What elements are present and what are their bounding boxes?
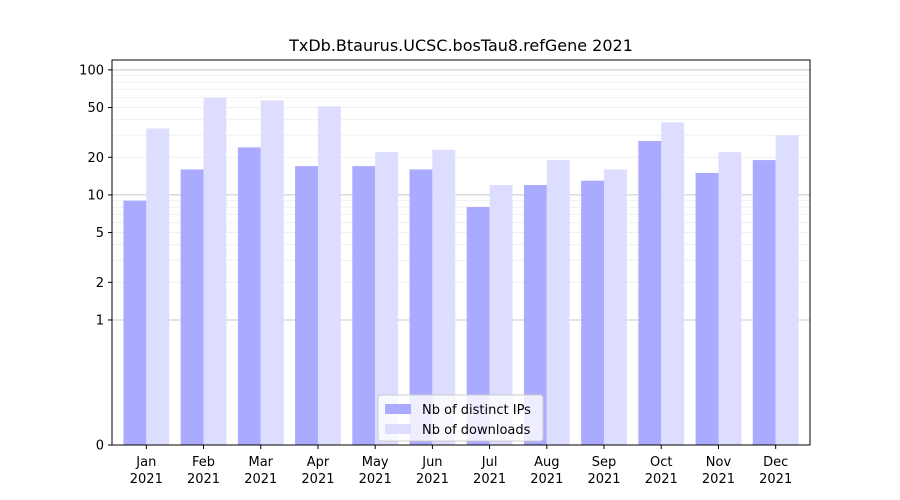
bar-downloads bbox=[317, 106, 341, 445]
x-tick-label-year: 2021 bbox=[301, 472, 334, 487]
bar-distinct-ips bbox=[581, 180, 605, 445]
legend-swatch bbox=[385, 404, 411, 414]
bar-downloads bbox=[718, 152, 742, 445]
bar-distinct-ips bbox=[295, 166, 318, 445]
y-tick-label: 20 bbox=[87, 151, 104, 166]
bars bbox=[123, 97, 799, 446]
y-tick-label: 50 bbox=[87, 101, 104, 116]
x-tick-label-month: Oct bbox=[650, 455, 672, 470]
y-axis: 0 1 2 5 10 20 50 100 bbox=[79, 63, 112, 454]
bar-distinct-ips bbox=[352, 166, 376, 445]
x-tick-label-month: May bbox=[362, 455, 389, 470]
x-tick-label-month: Jun bbox=[421, 455, 442, 470]
x-tick-label-month: Apr bbox=[307, 455, 330, 470]
bar-downloads bbox=[661, 122, 685, 445]
x-tick-label-month: Nov bbox=[706, 455, 732, 470]
bar-downloads bbox=[260, 100, 284, 445]
chart-title: TxDb.Btaurus.UCSC.bosTau8.refGene 2021 bbox=[288, 36, 633, 55]
x-tick-label-month: Jan bbox=[135, 455, 156, 470]
x-axis: Jan 2021 Feb 2021 Mar 2021 Apr 2021 May 2021 Jun 20… bbox=[130, 445, 792, 487]
y-tick-label: 10 bbox=[87, 188, 104, 203]
bar-distinct-ips bbox=[523, 185, 547, 445]
bar-downloads bbox=[489, 185, 513, 445]
x-tick-label-year: 2021 bbox=[702, 472, 735, 487]
x-tick-label-year: 2021 bbox=[759, 472, 792, 487]
y-tick-label: 100 bbox=[79, 63, 104, 78]
bar-distinct-ips bbox=[237, 147, 261, 446]
x-tick-label-year: 2021 bbox=[416, 472, 449, 487]
bar-distinct-ips bbox=[409, 169, 433, 445]
x-tick-label-year: 2021 bbox=[359, 472, 392, 487]
x-tick-label-month: Aug bbox=[534, 455, 559, 470]
x-tick-label-month: Sep bbox=[592, 455, 617, 470]
grid-lines bbox=[112, 69, 810, 321]
x-tick-label-year: 2021 bbox=[187, 472, 220, 487]
x-tick-label-year: 2021 bbox=[587, 472, 620, 487]
legend-label: Nb of distinct IPs bbox=[422, 403, 531, 418]
y-tick-label: 0 bbox=[96, 439, 104, 454]
bar-downloads bbox=[775, 135, 799, 445]
bar-downloads bbox=[546, 160, 570, 445]
x-tick-label-month: Jul bbox=[481, 455, 498, 470]
y-tick-label: 1 bbox=[96, 313, 104, 328]
x-tick-label-year: 2021 bbox=[645, 472, 678, 487]
x-tick-label-year: 2021 bbox=[530, 472, 563, 487]
legend-label: Nb of downloads bbox=[422, 423, 531, 438]
plot-frame bbox=[111, 59, 811, 446]
legend: Nb of distinct IPs Nb of downloads bbox=[377, 394, 544, 442]
bar-downloads bbox=[203, 97, 227, 445]
bar-downloads bbox=[604, 169, 627, 445]
bar-distinct-ips bbox=[466, 207, 490, 445]
x-tick-label-month: Mar bbox=[248, 455, 273, 470]
x-tick-label-month: Feb bbox=[192, 455, 215, 470]
legend-swatch bbox=[385, 424, 411, 434]
legend-box bbox=[377, 394, 544, 442]
bar-downloads bbox=[432, 149, 456, 446]
bar-distinct-ips bbox=[123, 200, 147, 445]
y-tick-label: 2 bbox=[96, 276, 104, 291]
y-tick-label: 5 bbox=[96, 226, 104, 241]
bar-distinct-ips bbox=[752, 160, 776, 445]
bar-downloads bbox=[146, 128, 170, 445]
bar-distinct-ips bbox=[695, 172, 719, 445]
bar-downloads bbox=[375, 152, 399, 445]
bar-distinct-ips bbox=[180, 169, 204, 445]
x-tick-label-year: 2021 bbox=[244, 472, 277, 487]
x-tick-label-year: 2021 bbox=[130, 472, 163, 487]
x-tick-label-year: 2021 bbox=[473, 472, 506, 487]
bar-distinct-ips bbox=[638, 140, 662, 445]
x-tick-label-month: Dec bbox=[763, 455, 788, 470]
